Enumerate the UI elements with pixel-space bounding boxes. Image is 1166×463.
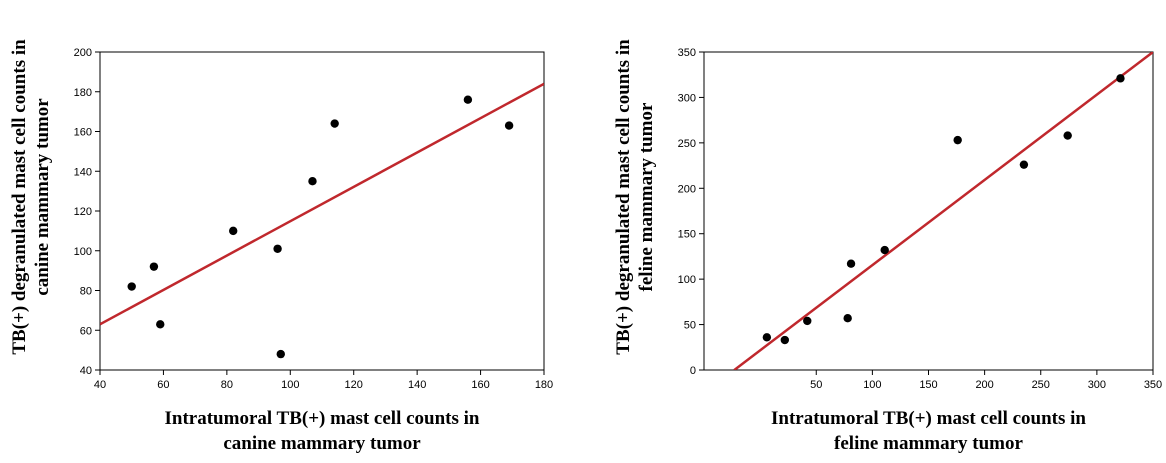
y-tick-label: 0 [690, 365, 696, 377]
x-tick-label: 200 [975, 379, 993, 391]
y-tick-label: 80 [80, 286, 92, 298]
y-tick-label: 300 [678, 92, 696, 104]
x-tick-label: 100 [281, 379, 299, 391]
data-point [308, 176, 317, 186]
y-tick-label: 150 [678, 229, 696, 241]
y-tick-label: 60 [80, 325, 92, 337]
x-tick-label: 80 [221, 379, 233, 391]
data-point [1063, 131, 1072, 140]
y-tick-label: 40 [80, 365, 92, 377]
data-point [1116, 74, 1125, 83]
x-tick-label: 40 [94, 379, 106, 391]
x-tick-label: 180 [535, 379, 553, 391]
data-point [149, 262, 159, 271]
x-axis-title-line: Intratumoral TB(+) mast cell counts in [771, 408, 1086, 429]
x-tick-label: 250 [1032, 379, 1050, 391]
canine-scatter-chart: 40 60 80 100 120 140 160 180 40 60 80 100 120 140 160 1… [9, 39, 553, 454]
data-point [762, 333, 772, 342]
data-point [276, 349, 285, 359]
data-point [504, 121, 514, 130]
y-tick-label: 50 [684, 320, 696, 332]
data-point [229, 226, 238, 236]
data-point [330, 119, 339, 128]
x-axis-title-line: canine mammary tumor [223, 433, 421, 454]
x-tick-label: 120 [345, 379, 363, 391]
y-axis-title-line: TB(+) degranulated mast cell counts in [613, 39, 634, 355]
y-tick-label: 200 [74, 47, 92, 59]
feline-scatter-chart: 50 100 150 200 250 300 350 0 50 100 150 200 250 300 35… [613, 39, 1162, 454]
data-point [780, 335, 790, 345]
y-tick-label: 350 [678, 47, 696, 59]
y-tick-label: 100 [74, 246, 92, 258]
data-point [846, 259, 856, 268]
y-axis-title-line: feline mammary tumor [636, 102, 657, 291]
regression-line [100, 82, 544, 326]
x-axis-title-line: feline mammary tumor [834, 433, 1023, 454]
plot-frame [99, 51, 545, 371]
data-point [880, 245, 889, 255]
y-tick-label: 200 [678, 183, 696, 195]
data-point [1019, 160, 1029, 169]
x-tick-label: 350 [1144, 379, 1162, 391]
regression-line [733, 52, 1153, 370]
y-tick-label: 140 [74, 166, 92, 178]
data-point [953, 135, 962, 145]
y-axis-title-line: TB(+) degranulated mast cell counts in [9, 39, 30, 355]
x-tick-label: 140 [408, 379, 426, 391]
y-tick-label: 250 [678, 138, 696, 150]
data-point [156, 320, 165, 329]
data-point [273, 244, 282, 253]
x-tick-label: 300 [1088, 379, 1106, 391]
y-tick-label: 120 [74, 206, 92, 218]
x-tick-label: 50 [810, 379, 822, 391]
x-tick-label: 100 [863, 379, 881, 391]
data-point [463, 95, 473, 104]
x-tick-label: 160 [471, 379, 489, 391]
plot-frame [703, 51, 1154, 371]
x-axis-title-line: Intratumoral TB(+) mast cell counts in [165, 408, 480, 429]
x-tick-label: 60 [157, 379, 169, 391]
y-tick-label: 160 [74, 127, 92, 139]
y-tick-label: 100 [678, 274, 696, 286]
y-tick-label: 180 [74, 87, 92, 99]
data-point [843, 314, 852, 323]
data-point [127, 282, 136, 291]
x-tick-label: 150 [919, 379, 937, 391]
data-point [803, 316, 812, 326]
y-axis-title-line: canine mammary tumor [32, 98, 53, 296]
